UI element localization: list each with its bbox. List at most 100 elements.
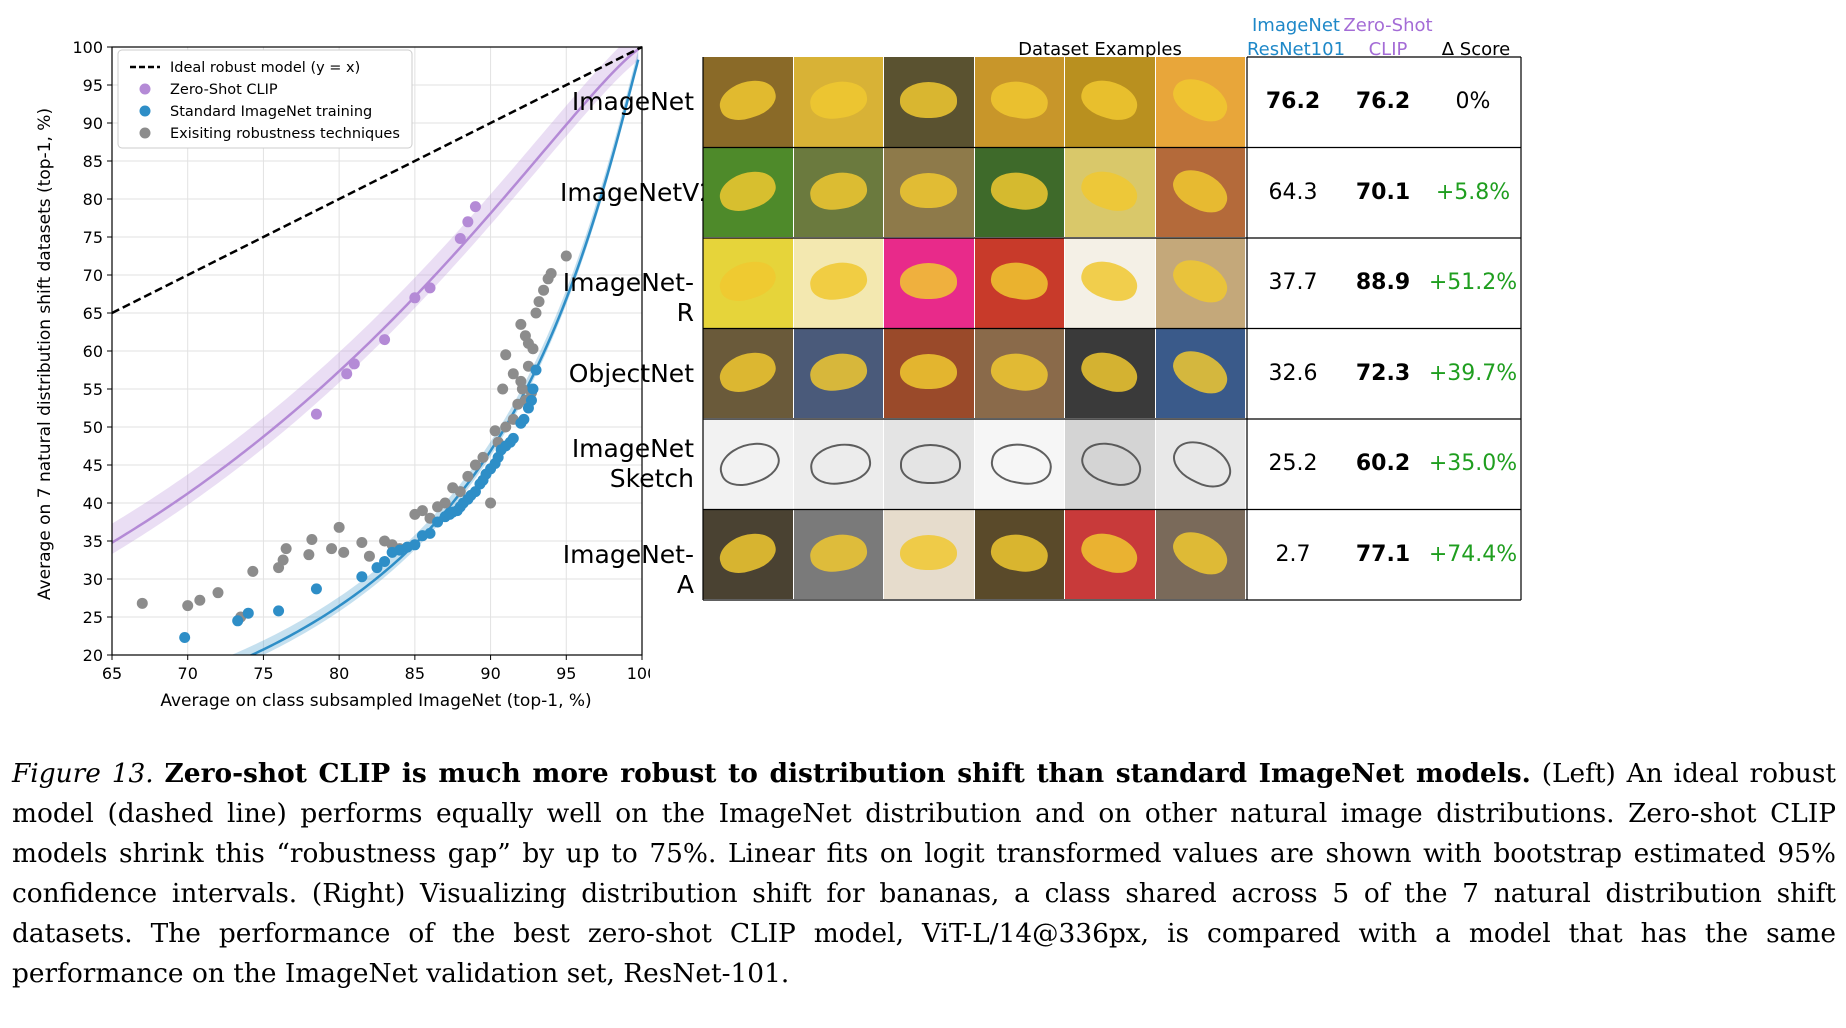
clip-point — [310, 408, 322, 420]
clip-point — [348, 358, 360, 370]
dataset-example-image — [974, 509, 1064, 599]
dataset-example-image — [703, 419, 793, 509]
imagenet-point — [409, 539, 421, 551]
robust-point — [469, 459, 481, 471]
x-tick-label: 65 — [102, 664, 122, 683]
imagenet-point — [371, 562, 383, 574]
legend-robust-swatch — [139, 127, 151, 139]
banana-shape — [1166, 161, 1234, 220]
dataset-example-image — [974, 419, 1064, 509]
row-label: ImageNet-R — [560, 268, 694, 328]
banana-shape — [900, 534, 958, 571]
imagenet-point — [179, 632, 191, 644]
delta-score: +35.0% — [1428, 451, 1518, 477]
banana-shape — [1165, 432, 1239, 496]
robust-point — [182, 600, 194, 612]
legend-ideal-label: Ideal robust model (y = x) — [170, 60, 360, 76]
legend-clip-swatch — [139, 83, 151, 95]
resnet-score: 76.2 — [1265, 89, 1321, 115]
dataset-example-image — [974, 238, 1064, 328]
robust-point — [507, 368, 519, 380]
robust-point — [136, 597, 148, 609]
robust-point — [439, 497, 451, 509]
robust-point — [338, 546, 350, 558]
header-clip-line1: Zero-Shot — [1343, 15, 1433, 36]
ideal-robust-line — [111, 45, 643, 315]
banana-shape — [900, 353, 958, 390]
legend: Ideal robust model (y = x) Zero-Shot CLI… — [117, 49, 413, 149]
legend-box — [117, 49, 413, 149]
x-tick-label: 95 — [556, 664, 576, 683]
banana-shape — [714, 435, 786, 493]
x-tick-label: 90 — [480, 664, 500, 683]
row-label-line: ObjectNet — [568, 358, 694, 388]
banana-shape — [1076, 526, 1143, 579]
dataset-example-image — [1155, 147, 1245, 237]
clip-score: 72.3 — [1355, 360, 1411, 386]
robust-point — [247, 565, 259, 577]
dataset-example-image — [703, 328, 793, 418]
dataset-example-image — [1065, 419, 1155, 509]
y-tick-label: 35 — [83, 532, 103, 551]
imagenet-point — [242, 607, 254, 619]
robust-point — [515, 318, 527, 330]
robust-point — [333, 521, 345, 533]
dataset-example-image — [703, 57, 793, 147]
caption-title: Zero-shot CLIP is much more robust to di… — [164, 758, 1531, 789]
banana-shape — [714, 164, 781, 217]
dataset-example-image — [703, 147, 793, 237]
clip-point — [469, 201, 481, 213]
banana-shape — [807, 168, 870, 213]
delta-score: +74.4% — [1428, 541, 1518, 567]
robust-point — [500, 349, 512, 361]
robust-point — [489, 425, 501, 437]
robust-point — [303, 549, 315, 561]
clip-band — [112, 47, 639, 555]
dataset-example-image — [884, 419, 974, 509]
delta-score: 0% — [1455, 89, 1491, 115]
imagenet-point — [379, 556, 391, 568]
robust-point — [194, 594, 206, 606]
legend-clip-label: Zero-Shot CLIP — [170, 82, 278, 98]
dataset-example-image — [1155, 328, 1245, 418]
dataset-example-image — [703, 238, 793, 328]
header-clip-line2: CLIP — [1368, 39, 1408, 60]
robust-point — [277, 554, 289, 566]
banana-shape — [807, 258, 870, 304]
row-label-line: ImageNet — [571, 87, 694, 117]
dataset-example-image — [1155, 419, 1245, 509]
robust-point — [306, 533, 318, 545]
dataset-example-image — [1065, 509, 1155, 599]
y-tick-label: 60 — [83, 342, 103, 361]
banana-shape — [900, 82, 958, 118]
banana-shape — [714, 526, 781, 579]
dataset-example-image — [1065, 238, 1155, 328]
robust-point — [212, 587, 224, 599]
imagenet-point — [273, 605, 285, 617]
dataset-example-image — [1155, 509, 1245, 599]
robust-point — [527, 343, 539, 355]
robust-point — [416, 505, 428, 517]
robust-point — [280, 543, 292, 555]
banana-shape — [988, 530, 1051, 575]
x-tick-label: 100 — [627, 664, 650, 683]
y-tick-label: 20 — [83, 646, 103, 665]
x-tick-label: 80 — [329, 664, 349, 683]
dataset-example-image — [884, 147, 974, 237]
y-tick-label: 50 — [83, 418, 103, 437]
banana-shape — [714, 74, 781, 126]
imagenet-point — [507, 432, 519, 444]
banana-shape — [900, 172, 958, 209]
clip-fit-line — [112, 48, 639, 544]
x-tick-label: 85 — [405, 664, 425, 683]
banana-shape — [1076, 164, 1143, 217]
imagenet-point — [310, 583, 322, 595]
y-axis-label: Average on 7 natural distribution shift … — [35, 108, 55, 600]
row-label-line: ImageNet — [571, 434, 694, 464]
clip-point — [454, 233, 466, 245]
x-tick-label: 75 — [253, 664, 273, 683]
row-label-line: ImageNetV2 — [560, 177, 716, 207]
axis-ticks: 65 70 75 80 85 90 95 100 20 25 30 35 40 45 50 55 60 65 70 7… — [72, 38, 650, 683]
robust-point — [462, 470, 474, 482]
banana-shape — [714, 255, 781, 307]
